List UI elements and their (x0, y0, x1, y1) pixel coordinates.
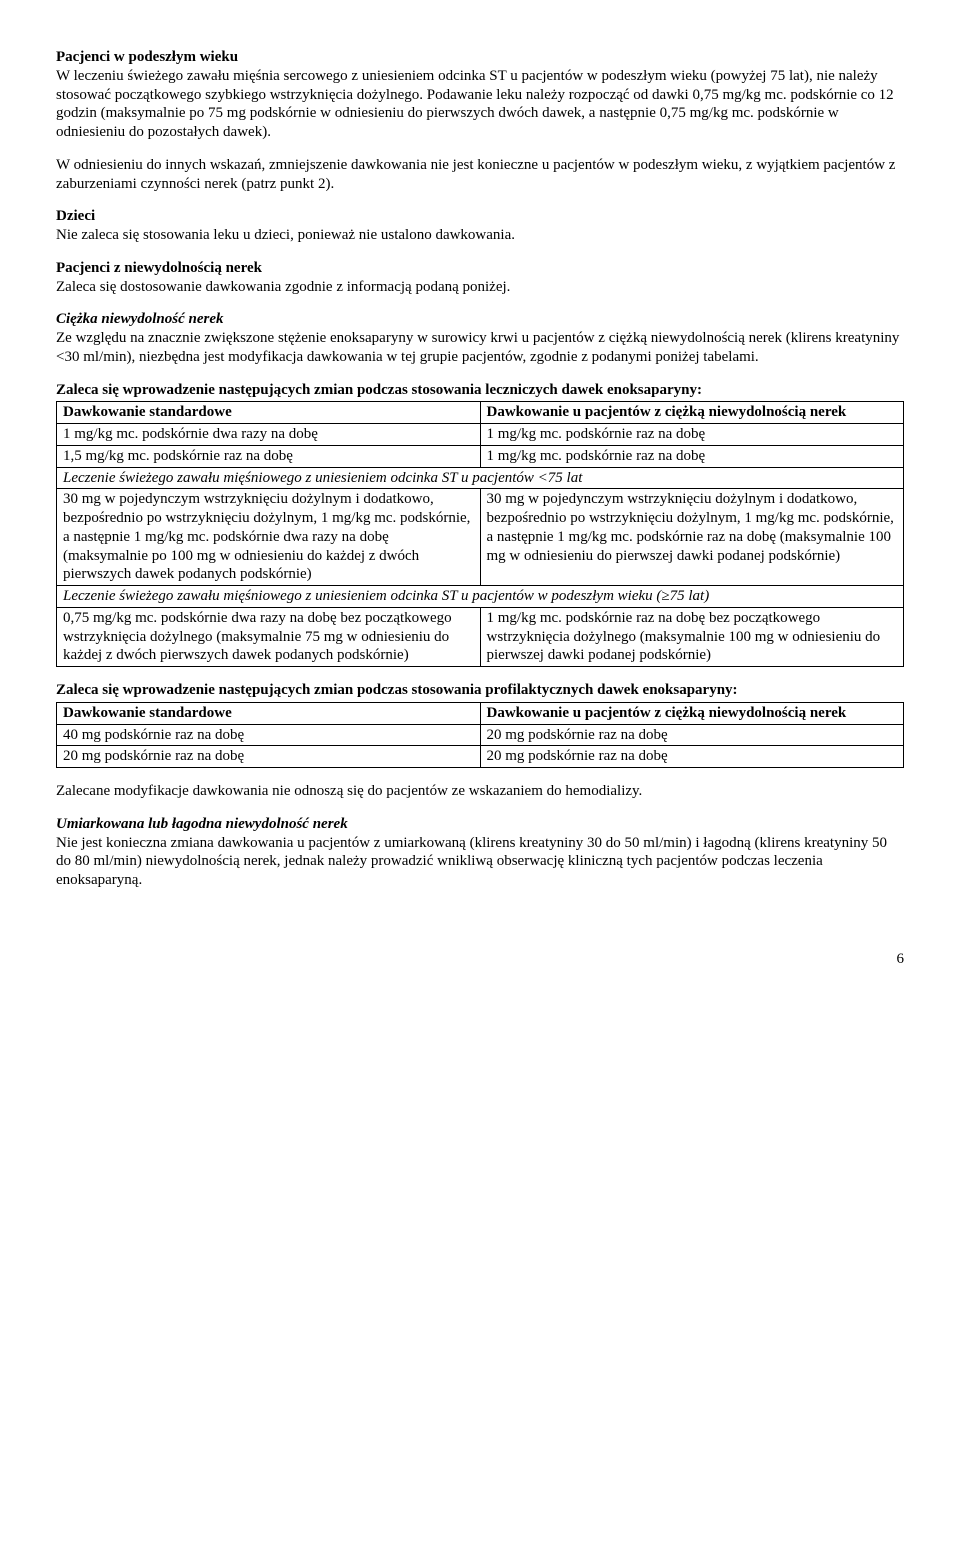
table-cell: 30 mg w pojedynczym wstrzyknięciu dożyln… (57, 489, 481, 586)
table-cell: 1,5 mg/kg mc. podskórnie raz na dobę (57, 445, 481, 467)
table-cell: 1 mg/kg mc. podskórnie raz na dobę bez p… (480, 607, 904, 666)
table-row: 1,5 mg/kg mc. podskórnie raz na dobę 1 m… (57, 445, 904, 467)
table-row: Dawkowanie standardowe Dawkowanie u pacj… (57, 402, 904, 424)
table-cell: 1 mg/kg mc. podskórnie raz na dobę (480, 445, 904, 467)
page-number: 6 (56, 950, 904, 969)
heading-mild-renal: Umiarkowana lub łagodna niewydolność ner… (56, 816, 348, 832)
table-row: Dawkowanie standardowe Dawkowanie u pacj… (57, 702, 904, 724)
table-cell: 20 mg podskórnie raz na dobę (480, 746, 904, 768)
table-cell: 40 mg podskórnie raz na dobę (57, 724, 481, 746)
table-cell: 20 mg podskórnie raz na dobę (480, 724, 904, 746)
table-subheading: Leczenie świeżego zawału mięśniowego z u… (63, 470, 582, 486)
table-cell: 1 mg/kg mc. podskórnie dwa razy na dobę (57, 424, 481, 446)
table-row: 30 mg w pojedynczym wstrzyknięciu dożyln… (57, 489, 904, 586)
heading-renal: Pacjenci z niewydolnością nerek (56, 260, 262, 276)
table-header: Dawkowanie u pacjentów z ciężką niewydol… (487, 705, 847, 721)
table-row: 1 mg/kg mc. podskórnie dwa razy na dobę … (57, 424, 904, 446)
paragraph-renal: Zaleca się dostosowanie dawkowania zgodn… (56, 278, 904, 297)
table2-intro: Zaleca się wprowadzenie następujących zm… (56, 681, 904, 700)
therapeutic-dosing-table: Dawkowanie standardowe Dawkowanie u pacj… (56, 401, 904, 667)
heading-severe-renal: Ciężka niewydolność nerek (56, 311, 224, 327)
table-row: 0,75 mg/kg mc. podskórnie dwa razy na do… (57, 607, 904, 666)
table-header: Dawkowanie u pacjentów z ciężką niewydol… (487, 404, 847, 420)
paragraph-hemodialysis: Zalecane modyfikacje dawkowania nie odno… (56, 782, 904, 801)
table-cell: 1 mg/kg mc. podskórnie raz na dobę (480, 424, 904, 446)
paragraph-elderly-2: W odniesieniu do innych wskazań, zmniejs… (56, 156, 904, 194)
table1-intro: Zaleca się wprowadzenie następujących zm… (56, 381, 904, 400)
paragraph-severe-renal: Ze względu na znacznie zwiększone stężen… (56, 329, 904, 367)
table-header: Dawkowanie standardowe (63, 404, 232, 420)
table-cell: 0,75 mg/kg mc. podskórnie dwa razy na do… (57, 607, 481, 666)
prophylactic-dosing-table: Dawkowanie standardowe Dawkowanie u pacj… (56, 702, 904, 768)
heading-elderly: Pacjenci w podeszłym wieku (56, 49, 238, 65)
table-row: Leczenie świeżego zawału mięśniowego z u… (57, 586, 904, 608)
table-row: Leczenie świeżego zawału mięśniowego z u… (57, 467, 904, 489)
table-cell: 20 mg podskórnie raz na dobę (57, 746, 481, 768)
table-header: Dawkowanie standardowe (63, 705, 232, 721)
heading-children: Dzieci (56, 208, 95, 224)
table-cell: 30 mg w pojedynczym wstrzyknięciu dożyln… (480, 489, 904, 586)
paragraph-children: Nie zaleca się stosowania leku u dzieci,… (56, 226, 904, 245)
paragraph-elderly-1: W leczeniu świeżego zawału mięśnia serco… (56, 67, 904, 142)
table-row: 20 mg podskórnie raz na dobę 20 mg podsk… (57, 746, 904, 768)
table-row: 40 mg podskórnie raz na dobę 20 mg podsk… (57, 724, 904, 746)
paragraph-mild-renal: Nie jest konieczna zmiana dawkowania u p… (56, 834, 904, 890)
table-subheading: Leczenie świeżego zawału mięśniowego z u… (63, 588, 709, 604)
